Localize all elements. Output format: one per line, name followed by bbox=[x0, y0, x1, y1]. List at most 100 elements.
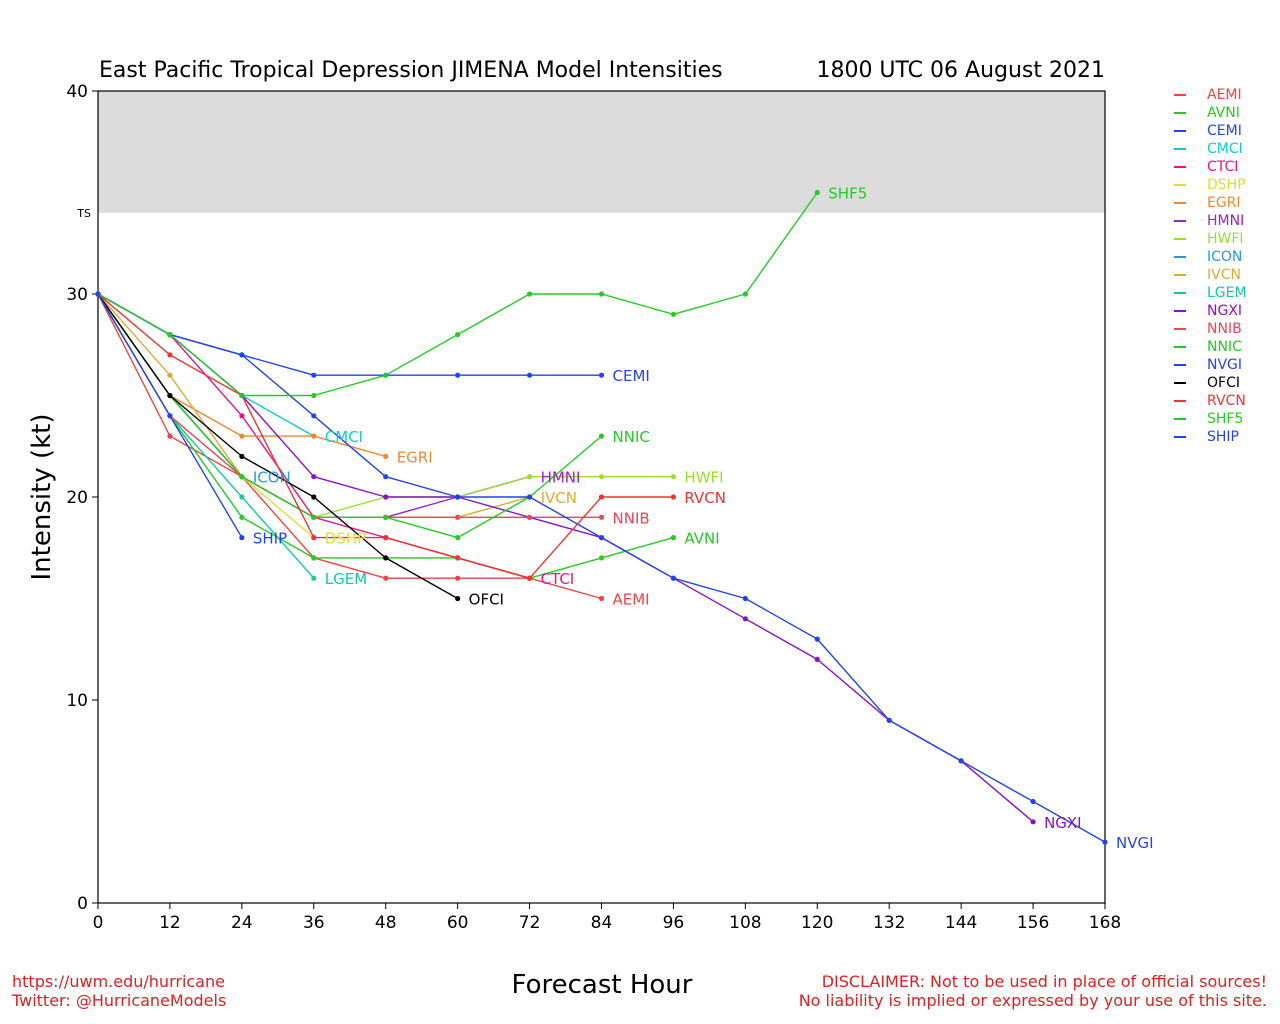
data-point-nvgi bbox=[814, 636, 820, 642]
data-point-aemi bbox=[383, 575, 389, 581]
disclaimer-line-1: DISCLAIMER: Not to be used in place of o… bbox=[821, 972, 1267, 991]
legend-swatch-icon bbox=[1174, 256, 1186, 258]
data-point-nvgi bbox=[958, 758, 964, 764]
data-point-rvcn bbox=[526, 575, 533, 581]
data-point-rvcn bbox=[167, 352, 173, 358]
y-tick-label: 30 bbox=[66, 285, 88, 305]
legend-swatch-shf5 bbox=[1174, 418, 1186, 420]
legend-label-aemi: AEMI bbox=[1207, 87, 1242, 103]
series-line-icon bbox=[97, 293, 243, 478]
data-point-ngxi bbox=[814, 656, 820, 663]
series-line-ivcn bbox=[97, 293, 530, 518]
data-point-shf5 bbox=[526, 291, 533, 297]
legend-swatch-ctci bbox=[1174, 166, 1186, 168]
legend-swatch-egri bbox=[1174, 202, 1186, 204]
legend-item-avni: AVNI bbox=[1172, 104, 1247, 122]
data-point-nnib bbox=[455, 514, 461, 520]
series-end-label-cmci: CMCI bbox=[325, 428, 363, 446]
data-point-shf5 bbox=[239, 392, 245, 399]
data-point-nvgi bbox=[886, 717, 892, 723]
series-end-label-nnib: NNIB bbox=[613, 509, 650, 527]
ts-threshold-band bbox=[98, 91, 1105, 213]
x-tick-label: 132 bbox=[873, 913, 905, 933]
series-end-label-avni: AVNI bbox=[684, 530, 719, 548]
legend-item-ctci: CTCI bbox=[1172, 158, 1247, 176]
legend-swatch-ivcn bbox=[1174, 274, 1186, 276]
legend-label-ofci: OFCI bbox=[1207, 375, 1240, 391]
x-tick-label: 60 bbox=[447, 913, 469, 933]
data-point-ofci bbox=[239, 453, 245, 459]
legend-label-nnic: NNIC bbox=[1207, 339, 1242, 355]
footer-twitter: Twitter: @HurricaneModels bbox=[12, 991, 227, 1010]
series-line-aemi bbox=[97, 293, 602, 600]
data-point-ivcn bbox=[167, 372, 173, 378]
legend-item-hwfi: HWFI bbox=[1172, 230, 1247, 248]
x-tick-label: 36 bbox=[303, 913, 325, 933]
x-tick-label: 48 bbox=[375, 913, 397, 933]
chart-legend: AEMI AVNI CEMI CMCI CTCI DSHP EGRI HMNI HWFI ICON… bbox=[1172, 86, 1247, 446]
legend-label-egri: EGRI bbox=[1207, 195, 1241, 211]
data-point-nnic bbox=[311, 514, 317, 520]
data-point-ofci bbox=[167, 392, 173, 399]
series-end-label-shf5: SHF5 bbox=[828, 185, 867, 203]
data-point-rvcn bbox=[670, 494, 677, 500]
legend-item-cmci: CMCI bbox=[1172, 140, 1247, 158]
x-tick-label: 0 bbox=[93, 913, 104, 933]
data-point-nnic bbox=[455, 535, 461, 541]
data-point-avni bbox=[239, 514, 245, 520]
data-point-ctci bbox=[239, 413, 245, 419]
disclaimer-line-2: No liability is implied or expressed by … bbox=[798, 991, 1267, 1010]
data-point-rvcn bbox=[311, 535, 317, 541]
series-end-label-ngxi: NGXI bbox=[1044, 814, 1082, 832]
data-point-ofci bbox=[311, 494, 317, 500]
data-point-nnic bbox=[239, 474, 245, 480]
legend-swatch-hmni bbox=[1174, 220, 1186, 222]
data-point-avni bbox=[311, 555, 317, 561]
legend-swatch-nnib bbox=[1174, 328, 1186, 330]
legend-item-shf5: SHF5 bbox=[1172, 410, 1247, 428]
legend-label-ivcn: IVCN bbox=[1207, 267, 1241, 283]
data-point-shf5 bbox=[742, 291, 748, 297]
y-tick-label: 20 bbox=[66, 488, 88, 508]
legend-swatch-cemi bbox=[1174, 130, 1186, 132]
legend-swatch-rvcn bbox=[1174, 400, 1186, 402]
series-end-label-rvcn: RVCN bbox=[684, 489, 726, 507]
x-tick-label: 156 bbox=[1017, 913, 1049, 933]
data-point-aemi bbox=[455, 575, 461, 581]
series-line-shf5 bbox=[97, 192, 818, 397]
series-end-label-cemi: CEMI bbox=[613, 367, 650, 385]
x-tick-label: 120 bbox=[801, 913, 833, 933]
x-tick-label: 144 bbox=[945, 913, 977, 933]
chart-datetime: 1800 UTC 06 August 2021 bbox=[816, 58, 1105, 83]
data-point-shf5 bbox=[311, 392, 317, 399]
ts-threshold-label: TS bbox=[76, 207, 91, 220]
legend-swatch-cmci bbox=[1174, 148, 1186, 150]
legend-item-nnib: NNIB bbox=[1172, 320, 1247, 338]
data-point-nnib bbox=[598, 514, 605, 520]
series-line-nnic bbox=[97, 293, 602, 539]
legend-swatch-nnic bbox=[1174, 346, 1186, 348]
legend-item-ofci: OFCI bbox=[1172, 374, 1247, 392]
y-axis-label: Intensity (kt) bbox=[27, 413, 57, 581]
legend-swatch-ngxi bbox=[1174, 310, 1186, 312]
footer-disclaimer: DISCLAIMER: Not to be used in place of o… bbox=[799, 972, 1267, 1010]
legend-swatch-lgem bbox=[1174, 292, 1186, 294]
data-point-aemi bbox=[167, 433, 173, 439]
series-end-label-ofci: OFCI bbox=[469, 591, 504, 609]
x-tick-label: 108 bbox=[729, 913, 761, 933]
data-point-shf5 bbox=[670, 311, 677, 317]
legend-item-egri: EGRI bbox=[1172, 194, 1247, 212]
legend-label-shf5: SHF5 bbox=[1207, 411, 1244, 427]
legend-item-rvcn: RVCN bbox=[1172, 392, 1247, 410]
data-point-cemi bbox=[311, 372, 317, 378]
legend-swatch-aemi bbox=[1174, 94, 1186, 96]
series-end-label-icon: ICON bbox=[253, 469, 291, 487]
legend-swatch-avni bbox=[1174, 112, 1186, 114]
series-end-label-hmni: HMNI bbox=[541, 469, 581, 487]
legend-label-avni: AVNI bbox=[1207, 105, 1240, 121]
series-end-label-nnic: NNIC bbox=[613, 428, 650, 446]
series-end-label-ivcn: IVCN bbox=[541, 489, 577, 507]
legend-item-icon: ICON bbox=[1172, 248, 1247, 266]
data-point-shf5 bbox=[383, 372, 389, 378]
data-point-nvgi bbox=[742, 595, 748, 602]
